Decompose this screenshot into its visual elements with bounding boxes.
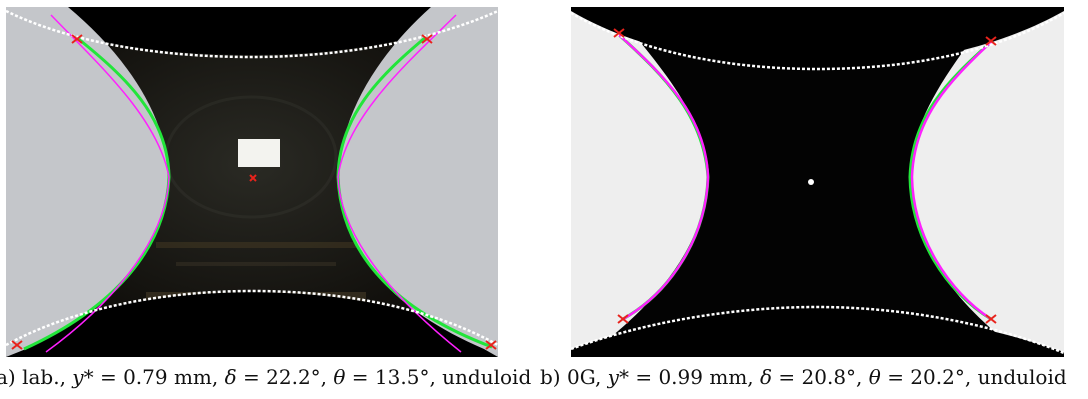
y-star-symbol: y* — [72, 365, 94, 389]
delta-symbol: δ — [224, 365, 237, 389]
y-star-symbol: y* — [607, 365, 629, 389]
left-wall-region — [6, 7, 169, 357]
contact-markers — [11, 34, 497, 350]
light-reflection — [238, 139, 280, 167]
delta-value: = 22.2°, — [243, 365, 328, 389]
right-wall-region — [910, 7, 1064, 357]
left-wall-region — [571, 7, 708, 357]
bottom-boundary — [6, 289, 498, 347]
caption-b: b) 0G, y* = 0.99 mm, δ = 20.8°, θ = 20.2… — [540, 362, 1086, 392]
delta-symbol: δ — [760, 365, 773, 389]
fit-right — [910, 41, 992, 321]
caption-a: a) lab., y* = 0.79 mm, δ = 22.2°, θ = 13… — [0, 362, 531, 392]
fit-right — [337, 14, 462, 353]
caption-label: b) 0G, — [540, 365, 602, 389]
top-boundary — [571, 11, 1064, 71]
fit-left — [618, 34, 710, 321]
liquid-bridge-image-b — [571, 7, 1064, 357]
bottom-boundary — [571, 305, 1064, 355]
theta-symbol: θ — [333, 365, 346, 389]
photo-panel-a — [6, 7, 498, 357]
shape-label: unduloid — [977, 365, 1067, 389]
delta-value: = 20.8°, — [778, 365, 863, 389]
contact-markers — [613, 28, 997, 324]
center-spot — [808, 179, 814, 185]
shape-label: unduloid — [442, 365, 532, 389]
theta-symbol: θ — [868, 365, 881, 389]
theta-value: = 13.5°, — [351, 365, 436, 389]
y-star-value: = 0.79 mm, — [99, 365, 219, 389]
caption-label: a) lab., — [0, 365, 66, 389]
liquid-bridge-image-a — [6, 7, 498, 357]
theta-value: = 20.2°, — [887, 365, 972, 389]
top-boundary — [6, 9, 498, 59]
y-star-value: = 0.99 mm, — [635, 365, 754, 389]
photo-panel-b — [571, 7, 1064, 357]
